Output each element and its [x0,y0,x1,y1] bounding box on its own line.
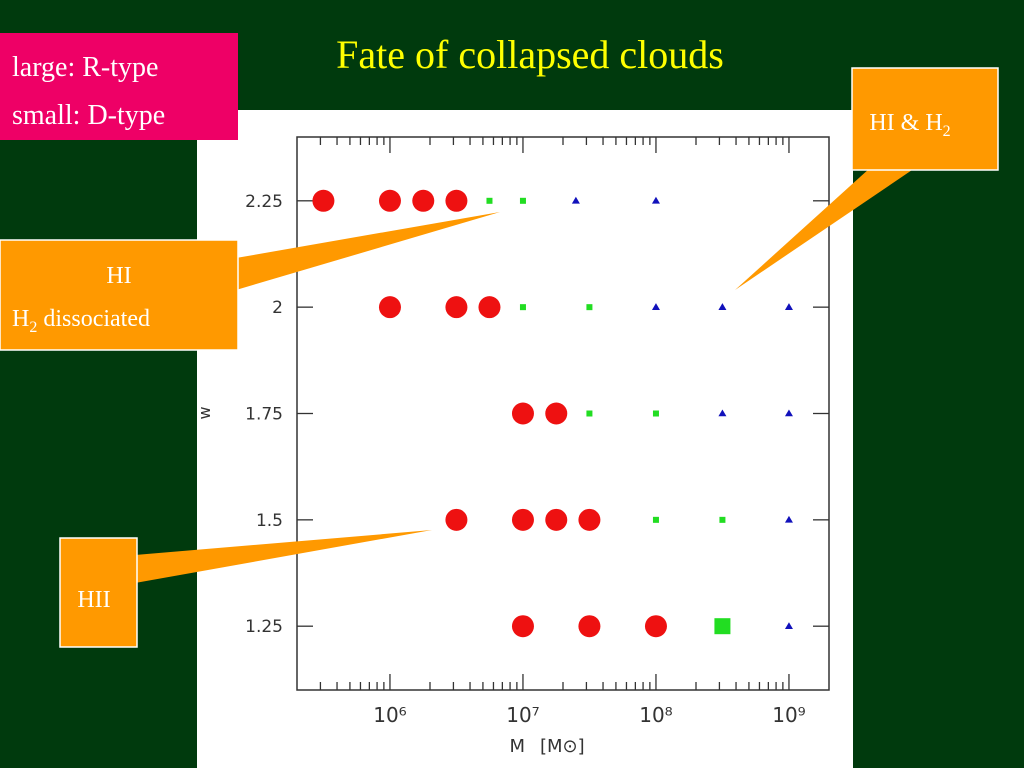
x-tick-label: 10⁷ [506,703,539,727]
y-tick-label: 2.25 [245,192,283,212]
callout-subscript: 2 [29,319,37,336]
callout-text: HI & H [869,110,942,136]
point [571,196,580,204]
y-tick-label: 1.75 [245,405,283,425]
point [478,296,501,319]
point [378,296,401,319]
plot: 10⁶ 10⁷ 10⁸ 10⁹ 1.25 1.5 1.75 2 2.25 [245,137,829,727]
point [586,304,593,311]
x-tick-label: 10⁸ [639,703,672,727]
y-tick-label: 1.25 [245,617,283,637]
callout-text: dissociated [37,306,150,332]
point [445,296,468,319]
callout-text: HI [106,263,131,289]
point [586,410,593,417]
legend-box [0,33,238,140]
point [511,508,534,531]
point [784,515,793,523]
callout-pointer [735,168,915,290]
callout-text: H2 dissociated [12,306,150,336]
point [511,402,534,425]
chart-panel [197,110,853,768]
point [784,622,793,629]
point [652,410,659,417]
point [719,516,726,523]
point [486,197,493,204]
point [445,189,468,212]
point [412,189,435,212]
point [651,303,660,310]
point [784,303,793,310]
point [644,615,667,638]
point [312,189,335,212]
point [519,304,526,311]
callout-text: HI & H2 [869,110,950,140]
x-axis-unit: [M⊙] [540,736,585,757]
point [545,402,568,425]
callout-text: HII [77,587,110,613]
x-axis-label: M [509,736,525,757]
callout-pointer [135,530,432,583]
point [578,508,601,531]
point [651,196,660,204]
legend-text: large: R-type [12,52,158,83]
legend-text: small: D-type [12,100,165,131]
point [445,508,468,531]
point [784,409,793,417]
callout-text: H [12,306,29,332]
point [714,618,731,635]
callout-box [0,239,239,351]
point [519,197,526,204]
x-tick-label: 10⁹ [772,703,805,727]
point [545,508,568,531]
y-tick-label: 1.5 [256,511,283,531]
y-tick-label: 2 [272,298,283,318]
point [652,516,659,523]
callout-box [59,537,138,648]
point [718,303,727,310]
callout-box [851,67,999,171]
point [378,189,401,212]
point [578,615,601,638]
callout-subscript: 2 [943,123,951,140]
point [718,409,727,417]
callout-pointer [236,212,500,290]
y-axis-label: w [195,406,214,419]
point [511,615,534,638]
x-tick-label: 10⁶ [373,703,406,727]
slide-title: Fate of collapsed clouds [336,32,724,77]
